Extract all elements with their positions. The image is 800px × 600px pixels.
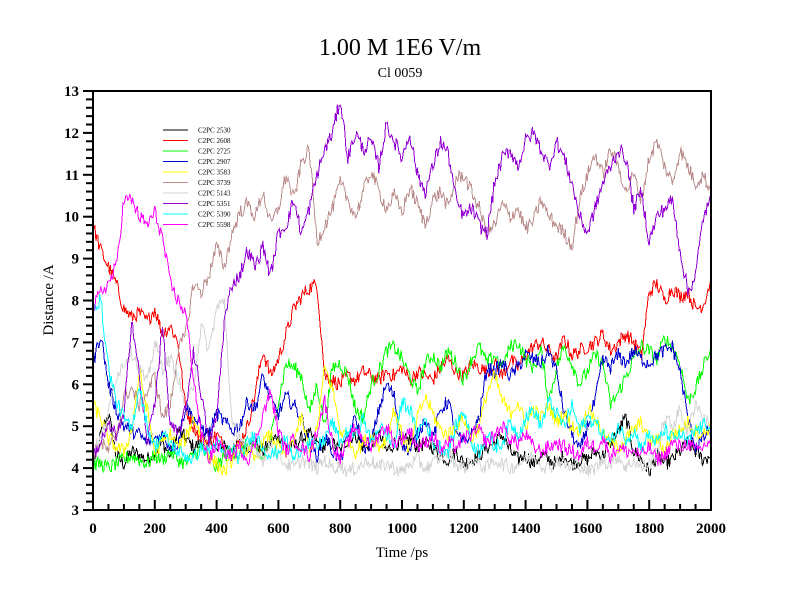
x-tick-label: 1600 [572, 521, 602, 537]
y-tick-label: 13 [64, 84, 79, 100]
legend-label: C2PC 2530 [198, 127, 231, 135]
series-layer [92, 104, 712, 478]
legend-label: C2PC 5351 [198, 200, 231, 208]
x-tick-label: 0 [89, 521, 97, 537]
x-tick-label: 1200 [449, 521, 479, 537]
y-tick-label: 7 [72, 335, 80, 351]
legend: C2PC 2530 C2PC 2608 C2PC 2725 C2PC 2907 C2PC… [163, 127, 231, 229]
y-tick-label: 5 [72, 419, 80, 435]
series-line-c2pc-2725 [92, 334, 712, 473]
y-tick-label: 4 [72, 461, 80, 477]
x-tick-label: 1000 [387, 521, 417, 537]
y-tick-label: 3 [72, 503, 80, 519]
x-axis-label: Time /ps [376, 545, 429, 561]
x-tick-label: 1400 [511, 521, 541, 537]
legend-label: C2PC 2725 [198, 148, 231, 156]
legend-label: C2PC 5390 [198, 211, 231, 219]
legend-label: C2PC 3583 [198, 169, 231, 177]
x-tick-label: 2000 [696, 521, 726, 537]
x-axis: 0 200 400 600 800 1000 1200 1400 1600 1800 2000 [89, 500, 726, 537]
legend-label: C2PC 2907 [198, 158, 231, 166]
x-tick-label: 400 [205, 521, 228, 537]
y-tick-label: 12 [64, 126, 79, 142]
legend-label: C2PC 3739 [198, 179, 231, 187]
y-tick-label: 6 [72, 377, 80, 393]
series-line-c2pc-5390 [92, 294, 712, 465]
series-line-c2pc-3739 [92, 138, 712, 461]
series-line-c2pc-5351 [92, 104, 712, 457]
x-tick-label: 1800 [634, 521, 664, 537]
series-line-c2pc-2608 [92, 224, 712, 460]
series-line-c2pc-5143 [92, 298, 712, 478]
series-line-c2pc-5598 [92, 193, 712, 467]
y-axis-label: Distance /A [41, 264, 57, 335]
chart-title: 1.00 M 1E6 V/m [319, 35, 482, 61]
y-axis: 3 4 5 6 7 8 9 10 11 12 13 [64, 84, 93, 519]
y-tick-label: 8 [72, 294, 80, 310]
x-tick-label: 800 [329, 521, 352, 537]
legend-label: C2PC 5143 [198, 190, 231, 198]
chart-subtitle: Cl 0059 [378, 66, 423, 81]
legend-label: C2PC 5598 [198, 221, 231, 229]
y-tick-label: 9 [72, 252, 80, 268]
legend-label: C2PC 2608 [198, 137, 231, 145]
x-tick-label: 600 [267, 521, 290, 537]
y-tick-label: 10 [64, 210, 79, 226]
x-tick-label: 200 [144, 521, 167, 537]
y-tick-label: 11 [65, 168, 79, 184]
